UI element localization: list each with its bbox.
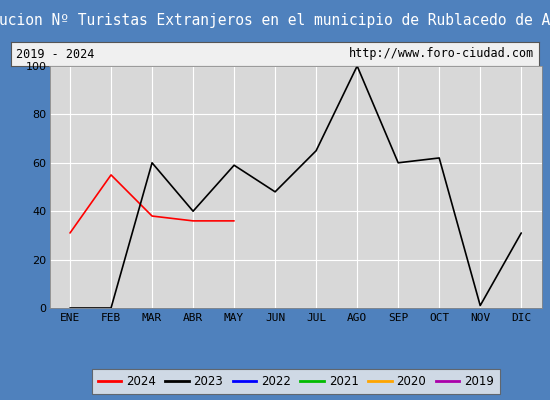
- Legend: 2024, 2023, 2022, 2021, 2020, 2019: 2024, 2023, 2022, 2021, 2020, 2019: [92, 369, 499, 394]
- Text: 2019 - 2024: 2019 - 2024: [16, 48, 95, 60]
- Text: Evolucion Nº Turistas Extranjeros en el municipio de Rublacedo de Abajo: Evolucion Nº Turistas Extranjeros en el …: [0, 14, 550, 28]
- Text: http://www.foro-ciudad.com: http://www.foro-ciudad.com: [349, 48, 534, 60]
